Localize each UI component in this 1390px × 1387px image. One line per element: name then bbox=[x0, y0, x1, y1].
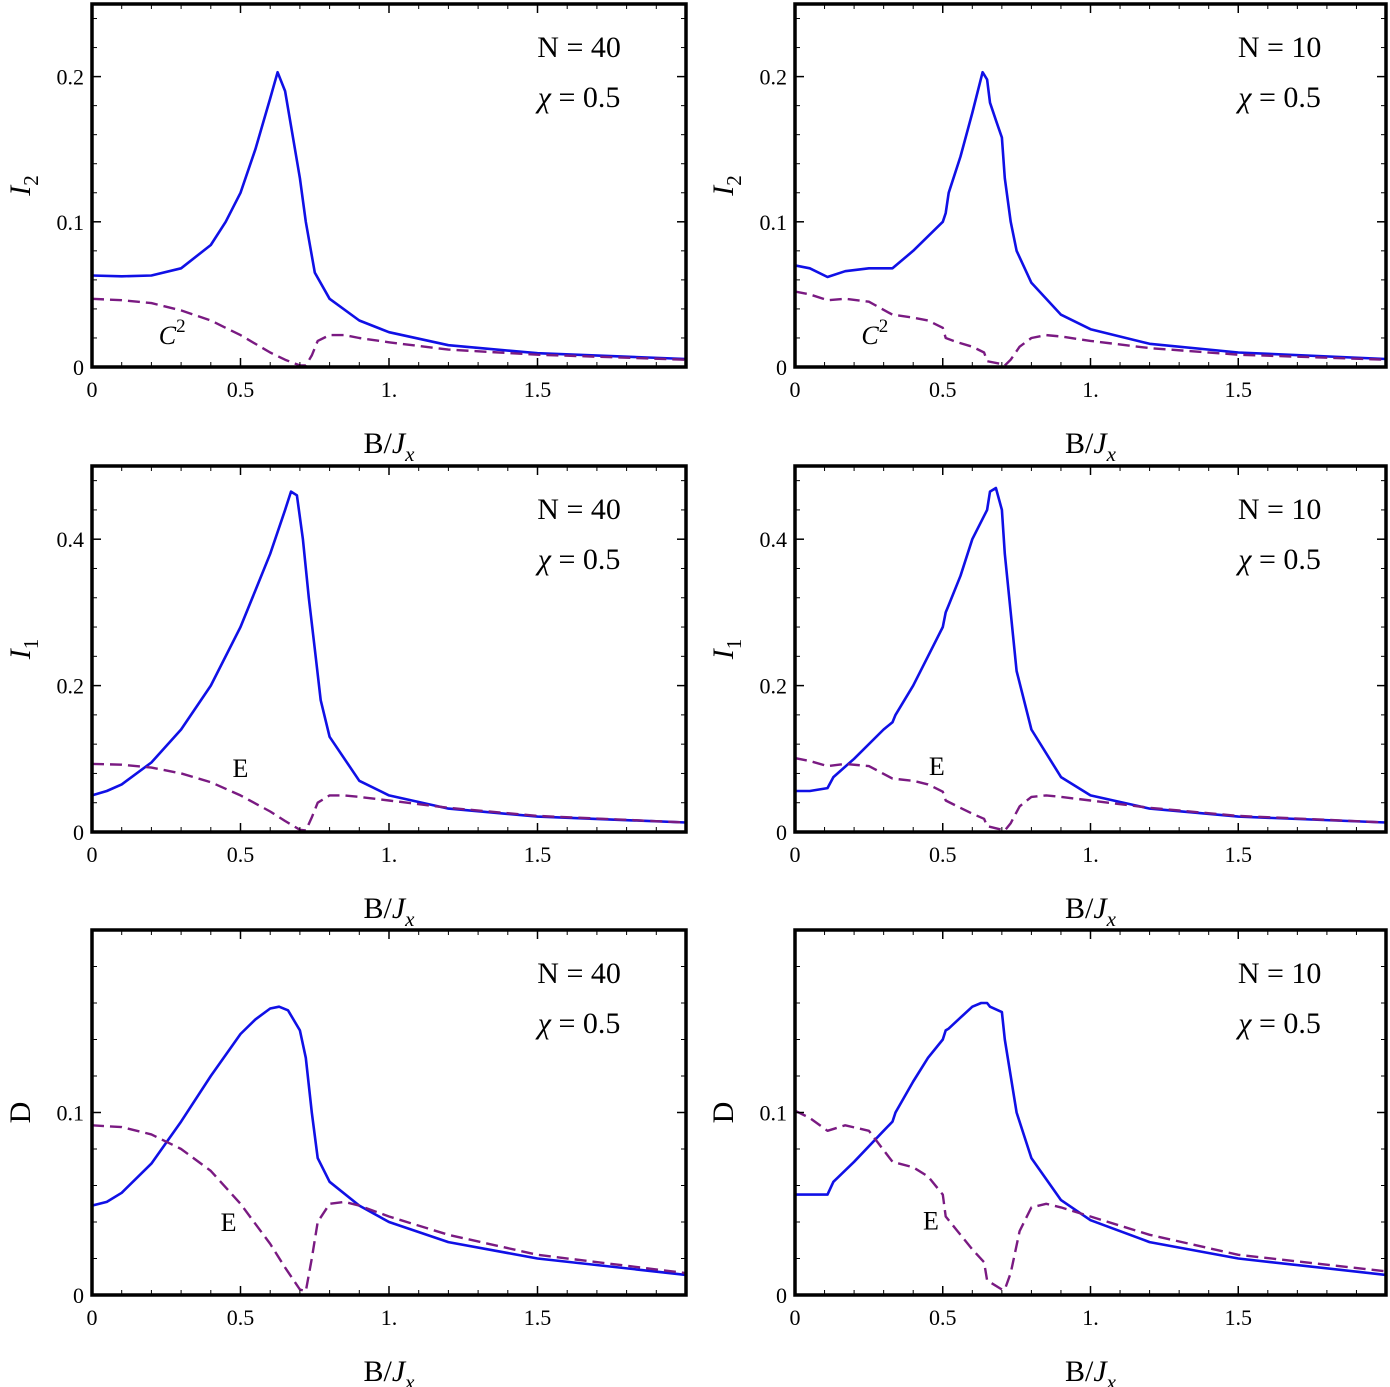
series-line-i2 bbox=[795, 70, 1386, 361]
series-line-i2 bbox=[92, 70, 686, 361]
x-tick-label: 1. bbox=[381, 842, 398, 867]
dashed-curve-label: E bbox=[923, 1206, 939, 1235]
series-line-i1 bbox=[795, 486, 1386, 824]
x-axis-label: B/Jx bbox=[1065, 427, 1117, 466]
chart-panel-p2: 0 0.5 1. 1.5 0 0.1 0.2 B/Jx I2 N = 10 χ = 0.5 C2 bbox=[707, 2, 1388, 466]
x-axis-label: B/Jx bbox=[1065, 892, 1117, 931]
y-axis-label: I1 bbox=[707, 639, 746, 661]
y-tick-label: 0 bbox=[776, 1283, 787, 1308]
y-tick-label: 0.2 bbox=[57, 674, 85, 699]
series-line-d bbox=[795, 1001, 1386, 1277]
dashed-curve-label: E bbox=[221, 1208, 237, 1237]
x-tick-label: 0.5 bbox=[929, 1305, 957, 1330]
series-line-e bbox=[92, 1124, 686, 1293]
chart-panel-p6: 0 0.5 1. 1.5 0 0.1 B/Jx D N = 10 χ = 0.5 E bbox=[707, 928, 1388, 1387]
series-line-d bbox=[92, 1005, 686, 1277]
annotation-chi: χ = 0.5 bbox=[1235, 1007, 1321, 1040]
x-tick-label: 1. bbox=[1082, 842, 1099, 867]
x-tick-label: 0 bbox=[87, 842, 98, 867]
y-tick-label: 0 bbox=[776, 355, 787, 380]
x-tick-label: 0.5 bbox=[227, 842, 255, 867]
y-tick-label: 0.1 bbox=[760, 1101, 788, 1126]
y-tick-label: 0.1 bbox=[57, 1101, 85, 1126]
annotation-n: N = 40 bbox=[537, 31, 621, 64]
x-tick-label: 1.5 bbox=[1225, 377, 1253, 402]
y-tick-label: 0 bbox=[73, 355, 84, 380]
x-tick-label: 1. bbox=[1082, 1305, 1099, 1330]
y-axis-label: D bbox=[707, 1102, 740, 1124]
y-tick-label: 0.2 bbox=[760, 674, 788, 699]
series-line-e bbox=[795, 756, 1386, 832]
annotation-chi: χ = 0.5 bbox=[535, 81, 621, 114]
series-line-e bbox=[795, 1109, 1386, 1291]
x-tick-label: 1.5 bbox=[524, 377, 552, 402]
y-tick-label: 0.2 bbox=[57, 65, 85, 90]
x-tick-label: 1.5 bbox=[524, 1305, 552, 1330]
y-tick-label: 0.1 bbox=[760, 210, 788, 235]
dashed-curve-label: C2 bbox=[861, 316, 888, 350]
y-tick-label: 0.1 bbox=[57, 210, 85, 235]
series-line-c2 bbox=[795, 290, 1386, 367]
x-tick-label: 0.5 bbox=[227, 377, 255, 402]
annotation-n: N = 40 bbox=[537, 493, 621, 526]
annotation-n: N = 40 bbox=[537, 957, 621, 990]
y-tick-label: 0 bbox=[776, 820, 787, 845]
x-tick-label: 0.5 bbox=[929, 377, 957, 402]
annotation-n: N = 10 bbox=[1238, 957, 1322, 990]
x-axis-label: B/Jx bbox=[363, 892, 415, 931]
x-tick-label: 0 bbox=[790, 377, 801, 402]
dashed-curve-label: E bbox=[929, 752, 945, 781]
y-axis-label: I1 bbox=[4, 639, 43, 661]
chart-panel-p5: 0 0.5 1. 1.5 0 0.1 B/Jx D N = 40 χ = 0.5 E bbox=[4, 928, 688, 1387]
y-tick-label: 0 bbox=[73, 820, 84, 845]
chart-panel-p1: 0 0.5 1. 1.5 0 0.1 0.2 B/Jx I2 N = 40 χ = 0.5 C2 bbox=[4, 2, 688, 466]
annotation-chi: χ = 0.5 bbox=[535, 543, 621, 576]
annotation-chi: χ = 0.5 bbox=[1235, 81, 1321, 114]
chart-panel-p3: 0 0.5 1. 1.5 0 0.2 0.4 B/Jx I1 N = 40 χ = 0.5 E bbox=[4, 464, 688, 931]
y-axis-label: D bbox=[4, 1102, 37, 1124]
series-group bbox=[795, 70, 1386, 367]
y-tick-label: 0.2 bbox=[760, 65, 788, 90]
series-group bbox=[92, 1005, 686, 1293]
x-tick-label: 1.5 bbox=[1225, 842, 1253, 867]
x-tick-label: 0 bbox=[87, 377, 98, 402]
y-axis-label: I2 bbox=[4, 175, 43, 197]
annotation-chi: χ = 0.5 bbox=[535, 1007, 621, 1040]
y-tick-label: 0.4 bbox=[760, 527, 788, 552]
x-tick-label: 0 bbox=[790, 842, 801, 867]
x-tick-label: 0 bbox=[790, 1305, 801, 1330]
series-group bbox=[795, 1001, 1386, 1291]
series-line-e bbox=[92, 762, 686, 832]
x-tick-label: 0.5 bbox=[929, 842, 957, 867]
y-tick-label: 0 bbox=[73, 1283, 84, 1308]
dashed-curve-label: E bbox=[233, 754, 249, 783]
x-axis-label: B/Jx bbox=[363, 427, 415, 466]
x-axis-label: B/Jx bbox=[1065, 1355, 1117, 1387]
annotation-chi: χ = 0.5 bbox=[1235, 543, 1321, 576]
x-tick-label: 1. bbox=[381, 1305, 398, 1330]
series-group bbox=[795, 486, 1386, 832]
y-tick-label: 0.4 bbox=[57, 527, 85, 552]
annotation-n: N = 10 bbox=[1238, 31, 1322, 64]
y-axis-label: I2 bbox=[707, 175, 746, 197]
annotation-n: N = 10 bbox=[1238, 493, 1322, 526]
x-tick-label: 1. bbox=[1082, 377, 1099, 402]
x-tick-label: 1. bbox=[381, 377, 398, 402]
x-tick-label: 1.5 bbox=[524, 842, 552, 867]
x-tick-label: 0.5 bbox=[227, 1305, 255, 1330]
x-tick-label: 0 bbox=[87, 1305, 98, 1330]
x-axis-label: B/Jx bbox=[363, 1355, 415, 1387]
series-line-i1 bbox=[92, 490, 686, 824]
dashed-curve-label: C2 bbox=[159, 316, 186, 350]
chart-panel-p4: 0 0.5 1. 1.5 0 0.2 0.4 B/Jx I1 N = 10 χ = 0.5 E bbox=[707, 464, 1388, 931]
x-tick-label: 1.5 bbox=[1225, 1305, 1253, 1330]
